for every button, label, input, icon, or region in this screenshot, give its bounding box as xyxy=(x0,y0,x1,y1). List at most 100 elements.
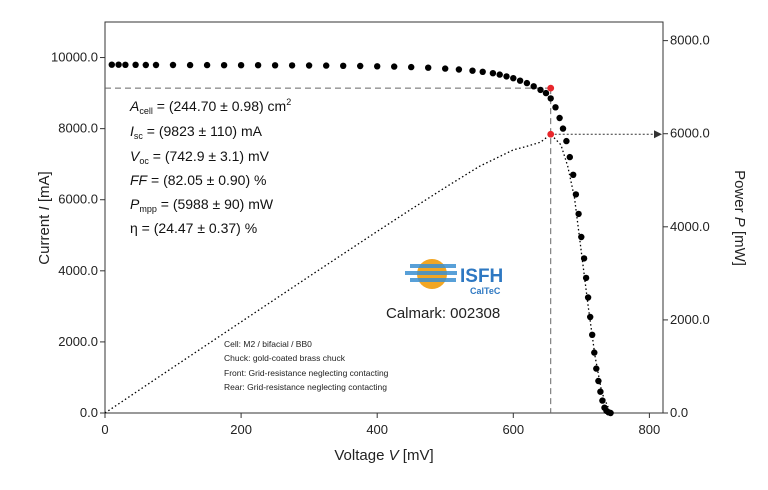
x-axis-label: Voltage V [mV] xyxy=(334,447,433,464)
parameter-annotations: Acell = (244.70 ± 0.98) cm2 Isc = (9823 … xyxy=(129,97,291,236)
power-curve xyxy=(104,133,612,414)
y2-axis-label: Power P [mW] xyxy=(731,170,748,266)
note-rear: Rear: Grid-resistance neglecting contact… xyxy=(224,382,387,392)
mpp-current-point xyxy=(547,84,555,92)
iv-data-point xyxy=(479,68,486,76)
note-front: Front: Grid-resistance neglecting contac… xyxy=(224,368,389,378)
y-tick-label: 2000.0 xyxy=(58,334,98,349)
mpp-guide-lines xyxy=(105,87,662,413)
iv-data-point xyxy=(552,104,559,111)
note-cell: Cell: M2 / bifacial / BB0 xyxy=(224,339,312,349)
iv-data-point xyxy=(572,191,580,198)
x-tick-label: 600 xyxy=(502,422,524,437)
iv-data-point xyxy=(599,397,606,404)
iv-data-point xyxy=(108,61,116,68)
iv-data-point xyxy=(589,331,596,338)
y-tick-label: 4000.0 xyxy=(58,263,98,278)
iv-data-point xyxy=(203,61,211,69)
annotation-pmpp: Pmpp = (5988 ± 90) mW xyxy=(130,196,274,214)
iv-data-point xyxy=(530,83,537,90)
iv-data-point xyxy=(582,274,590,282)
y2-tick-label: 6000.0 xyxy=(670,126,710,141)
logo-stripe xyxy=(410,264,456,268)
iv-data-point xyxy=(408,63,415,71)
iv-data-point xyxy=(593,365,600,372)
iv-data-point xyxy=(595,377,602,385)
iv-data-point xyxy=(580,255,588,262)
mpp-power-point xyxy=(547,130,555,138)
y-tick-label: 8000.0 xyxy=(58,121,98,136)
iv-data-point xyxy=(305,62,313,69)
cell-notes: Cell: M2 / bifacial / BB0 Chuck: gold-co… xyxy=(224,339,389,392)
calmark: Calmark: 002308 xyxy=(386,305,500,322)
iv-data-point xyxy=(122,61,129,68)
annotation-eta: η = (24.47 ± 0.37) % xyxy=(130,220,257,236)
isfh-logo: ISFH CalTeC xyxy=(405,259,503,296)
iv-data-point xyxy=(132,61,139,68)
logo-stripe xyxy=(405,271,457,275)
iv-data-point xyxy=(220,61,228,69)
iv-data-point xyxy=(340,62,347,69)
iv-data-point xyxy=(254,61,262,69)
iv-data-point xyxy=(584,294,592,301)
iv-data-point xyxy=(510,75,517,82)
iv-data-point xyxy=(391,63,398,70)
iv-data-point xyxy=(503,73,510,80)
plot-frame xyxy=(104,21,664,414)
iv-data-point xyxy=(152,61,160,69)
x-tick-label: 400 xyxy=(366,422,388,437)
logo-subtitle: CalTeC xyxy=(470,286,501,296)
annotation-acell: Acell = (244.70 ± 0.98) cm2 xyxy=(129,97,291,116)
mpp-markers xyxy=(547,84,555,138)
y2-tick-label: 0.0 xyxy=(670,405,688,420)
iv-data-point xyxy=(186,61,194,69)
iv-data-point xyxy=(496,71,503,78)
iv-data-point xyxy=(607,409,614,417)
x-tick-label: 200 xyxy=(230,422,252,437)
iv-data-point xyxy=(597,388,604,395)
iv-data-point xyxy=(489,70,497,77)
logo-name: ISFH xyxy=(460,266,503,287)
iv-data-point xyxy=(566,153,573,161)
iv-data-point xyxy=(271,62,279,69)
iv-data-point xyxy=(559,125,567,132)
annotation-voc: Voc = (742.9 ± 3.1) mV xyxy=(130,148,270,166)
x-tick-label: 800 xyxy=(639,422,661,437)
iv-data-point xyxy=(374,63,381,70)
iv-data-point xyxy=(537,86,544,94)
iv-data-point xyxy=(357,62,364,70)
iv-data-point xyxy=(542,89,550,97)
iv-data-point xyxy=(516,77,524,84)
iv-data-point xyxy=(442,65,449,72)
y-axis-label: Current I [mA] xyxy=(36,171,53,264)
x-tick-label: 0 xyxy=(101,422,108,437)
iv-data-point xyxy=(115,61,122,68)
iv-data-point xyxy=(169,61,177,69)
y2-tick-label: 8000.0 xyxy=(670,33,710,48)
iv-data-point xyxy=(142,61,149,69)
iv-data-point xyxy=(237,61,245,69)
annotation-ff: FF = (82.05 ± 0.90) % xyxy=(130,172,266,188)
iv-data-point xyxy=(469,67,476,74)
iv-data-point xyxy=(288,62,296,69)
iv-data-point xyxy=(523,79,531,87)
iv-data-point xyxy=(575,210,582,218)
mpp-power-arrow xyxy=(654,130,662,139)
iv-data-point xyxy=(570,171,577,178)
iv-data-point xyxy=(425,64,432,71)
y-tick-label: 0.0 xyxy=(80,405,98,420)
iv-data-point xyxy=(547,95,554,102)
axes: 0 200 400 600 8000.02000.04000.06000.08000.0… xyxy=(51,33,710,437)
iv-data-point xyxy=(323,62,330,69)
data-series xyxy=(104,61,614,417)
y2-tick-label: 2000.0 xyxy=(670,312,710,327)
note-chuck: Chuck: gold-coated brass chuck xyxy=(224,353,346,363)
iv-data-point xyxy=(578,233,585,241)
iv-data-point xyxy=(455,66,463,73)
y2-tick-label: 4000.0 xyxy=(670,219,710,234)
y-tick-label: 10000.0 xyxy=(51,50,98,65)
logo-stripe xyxy=(410,278,456,282)
annotation-isc: Isc = (9823 ± 110) mA xyxy=(130,123,263,141)
y-tick-label: 6000.0 xyxy=(58,192,98,207)
